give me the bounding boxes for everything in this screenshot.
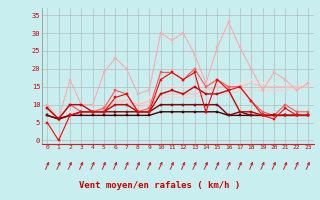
- Text: Vent moyen/en rafales ( km/h ): Vent moyen/en rafales ( km/h ): [79, 180, 241, 190]
